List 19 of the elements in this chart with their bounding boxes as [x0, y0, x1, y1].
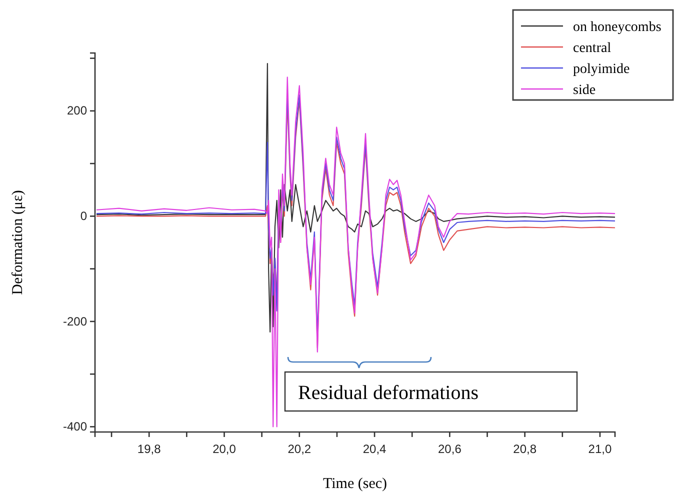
- x-tick-label: 20,4: [362, 442, 387, 456]
- legend-label: central: [573, 41, 612, 56]
- x-tick-label: 20,2: [288, 442, 312, 456]
- annotation: Residual deformations: [298, 382, 479, 404]
- line-series: [96, 76, 615, 428]
- x-tick-label: 20,8: [513, 442, 537, 456]
- x-tick-label: 20,0: [212, 442, 236, 456]
- y-tick-label: 0: [80, 209, 88, 224]
- y-tick-label: 200: [66, 104, 88, 118]
- y-tick-label: -200: [62, 314, 88, 328]
- x-axis-title: Time (sec): [322, 476, 388, 492]
- legend-label: polyimide: [573, 62, 630, 77]
- y-axis-title: Deformation (με): [10, 190, 26, 295]
- x-tick-label: 21,0: [588, 442, 612, 456]
- legend-label: side: [573, 83, 596, 98]
- x-tick-label: 19,8: [137, 442, 162, 456]
- legend-label: on honeycombs: [573, 20, 662, 35]
- y-tick-label: -400: [62, 420, 88, 434]
- x-tick-label: 20,6: [438, 442, 462, 456]
